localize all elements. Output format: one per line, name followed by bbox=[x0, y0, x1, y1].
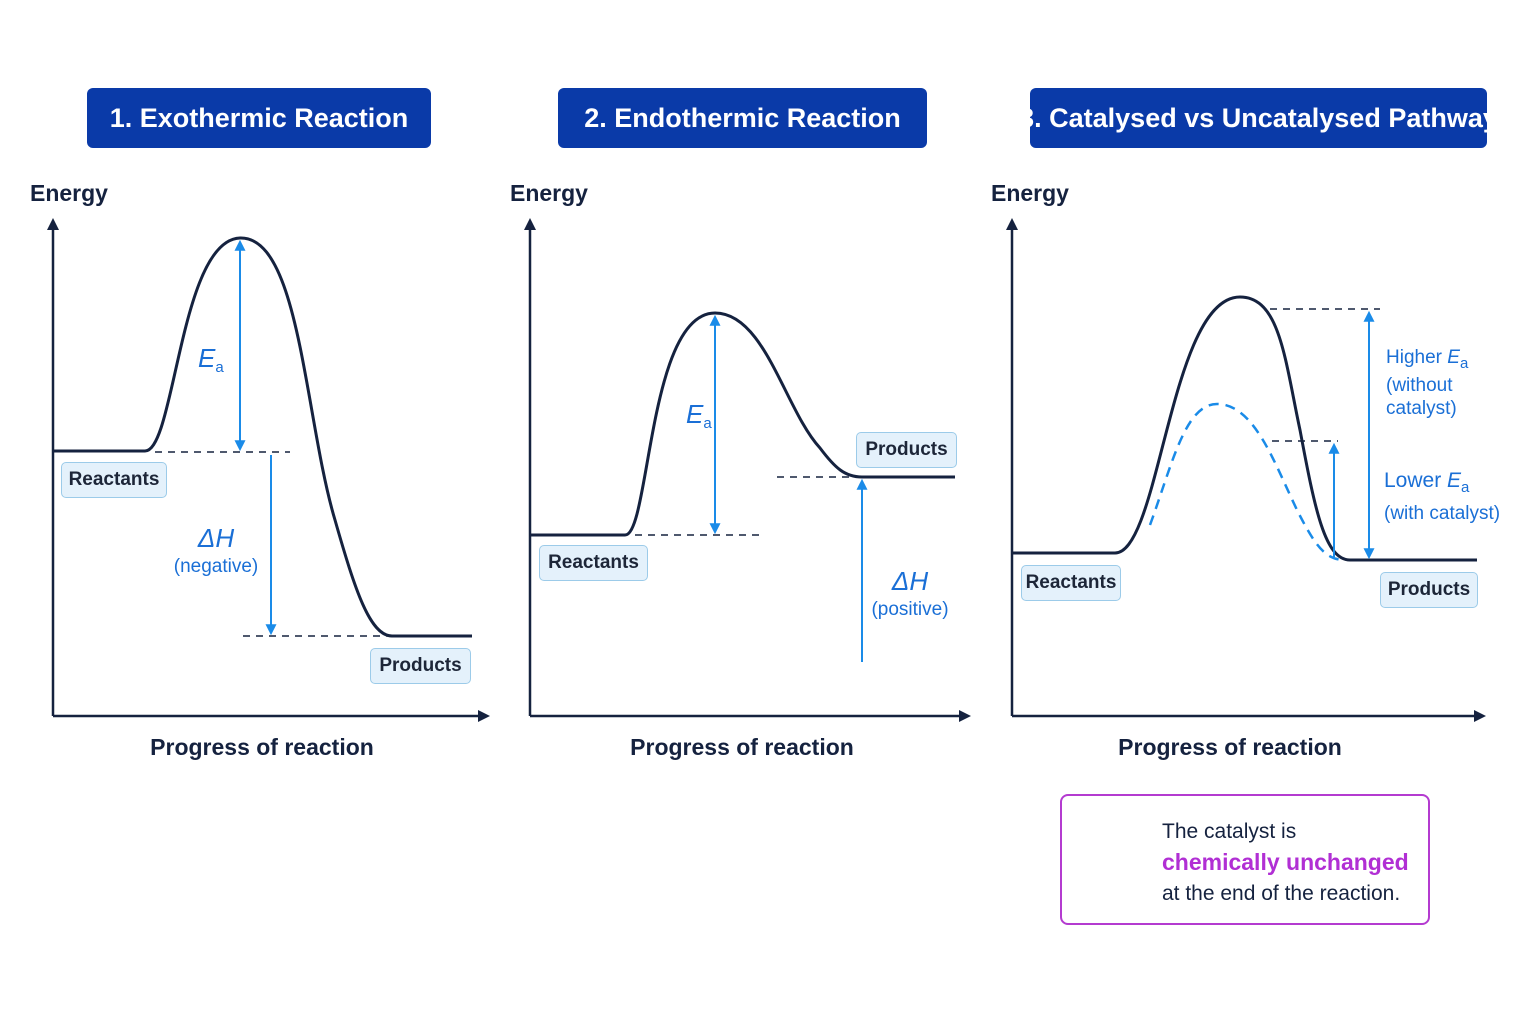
higher-activation-energy-label: Higher Ea (without catalyst) bbox=[1386, 347, 1469, 420]
panel-endothermic bbox=[524, 218, 971, 722]
panel-3-title: 3. Catalysed vs Uncatalysed Pathway bbox=[1019, 88, 1498, 148]
energy-profile-curve bbox=[530, 311, 955, 537]
panel-2-title: 2. Endothermic Reaction bbox=[558, 88, 927, 148]
enthalpy-change-label: ΔH (positive) bbox=[871, 566, 949, 620]
catalyst-note-highlight: chemically unchanged bbox=[1162, 849, 1409, 875]
energy-profile-curve bbox=[53, 236, 472, 638]
panel-3-y-axis-label: Energy bbox=[991, 180, 1069, 206]
lower-activation-energy-label: Lower Ea (with catalyst) bbox=[1384, 469, 1501, 524]
panel-1-title: 1. Exothermic Reaction bbox=[87, 88, 431, 148]
catalyst-note-line-1: The catalyst is bbox=[1162, 820, 1297, 843]
panel-1-y-axis-label: Energy bbox=[30, 180, 108, 206]
products-label: Products bbox=[1380, 572, 1478, 608]
uncatalysed-curve bbox=[1012, 295, 1477, 562]
panel-3-x-axis-label: Progress of reaction bbox=[1118, 734, 1342, 760]
activation-energy-label: Ea bbox=[686, 399, 712, 432]
catalysed-curve bbox=[1148, 402, 1346, 562]
enthalpy-change-label: ΔH (negative) bbox=[173, 523, 259, 577]
reactants-label: Reactants bbox=[1021, 565, 1121, 601]
activation-energy-label: Ea bbox=[198, 343, 224, 376]
panel-2-x-axis-label: Progress of reaction bbox=[630, 734, 854, 760]
panel-1-x-axis-label: Progress of reaction bbox=[150, 734, 374, 760]
panel-catalysis bbox=[1006, 218, 1486, 722]
catalyst-note-line-3: at the end of the reaction. bbox=[1162, 882, 1401, 905]
reactants-label: Reactants bbox=[61, 462, 167, 498]
panel-2-y-axis-label: Energy bbox=[510, 180, 588, 206]
products-label: Products bbox=[370, 648, 471, 684]
catalyst-note-box: The catalyst is chemically unchanged at … bbox=[1060, 794, 1430, 925]
panel-exothermic bbox=[47, 218, 490, 722]
products-label: Products bbox=[856, 432, 957, 468]
catalyst-note-text: The catalyst is chemically unchanged at … bbox=[1162, 816, 1409, 909]
reactants-label: Reactants bbox=[539, 545, 648, 581]
